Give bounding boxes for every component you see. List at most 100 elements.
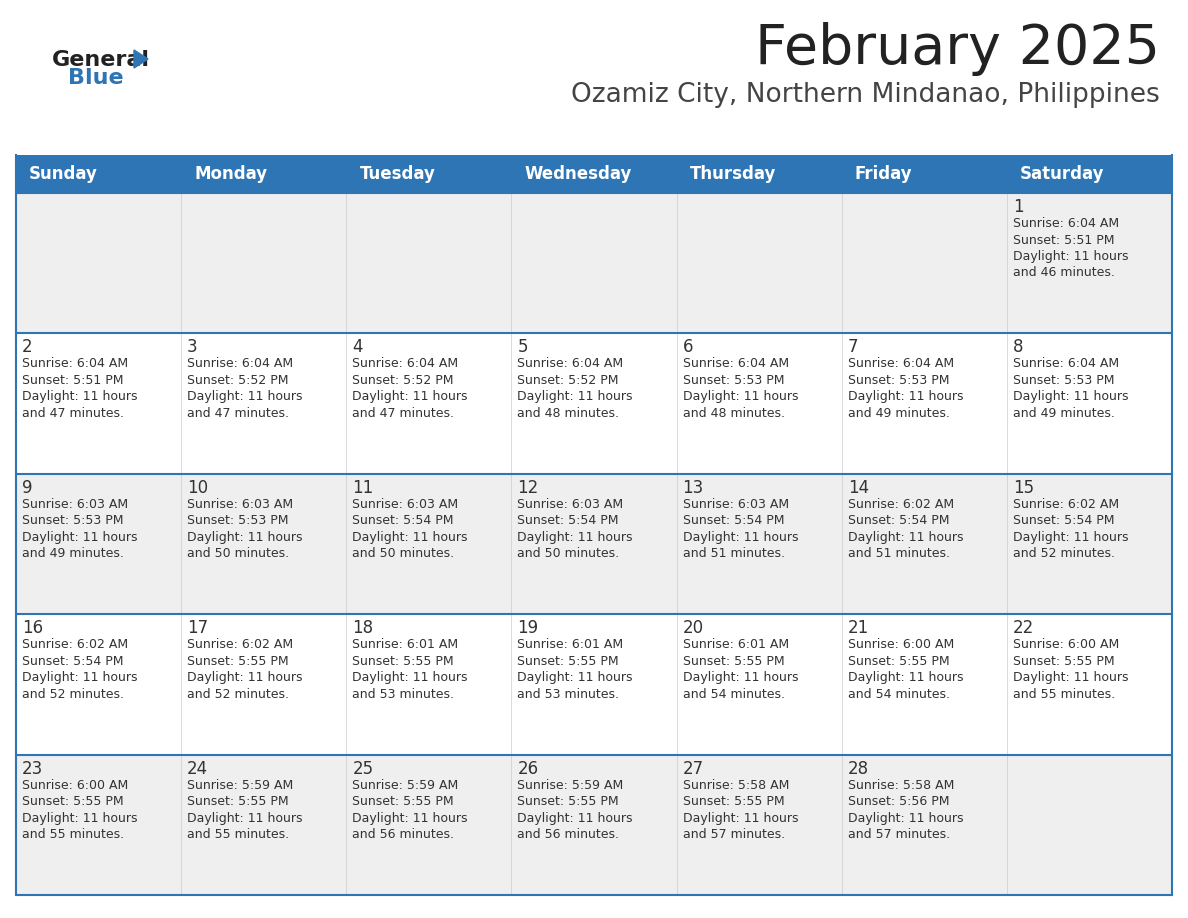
Text: Daylight: 11 hours: Daylight: 11 hours	[683, 531, 798, 543]
Text: Sunrise: 6:04 AM: Sunrise: 6:04 AM	[683, 357, 789, 370]
Text: 26: 26	[518, 759, 538, 778]
Text: and 56 minutes.: and 56 minutes.	[353, 828, 454, 841]
Text: 5: 5	[518, 339, 527, 356]
Text: Sunrise: 6:00 AM: Sunrise: 6:00 AM	[848, 638, 954, 651]
Text: and 47 minutes.: and 47 minutes.	[353, 407, 454, 420]
Text: and 54 minutes.: and 54 minutes.	[848, 688, 949, 700]
Text: Sunrise: 6:02 AM: Sunrise: 6:02 AM	[1013, 498, 1119, 510]
Text: Sunset: 5:54 PM: Sunset: 5:54 PM	[848, 514, 949, 527]
Text: Sunrise: 6:04 AM: Sunrise: 6:04 AM	[848, 357, 954, 370]
Text: Daylight: 11 hours: Daylight: 11 hours	[683, 390, 798, 403]
Text: and 56 minutes.: and 56 minutes.	[518, 828, 619, 841]
Text: Daylight: 11 hours: Daylight: 11 hours	[848, 390, 963, 403]
Text: and 48 minutes.: and 48 minutes.	[518, 407, 619, 420]
Text: Sunrise: 6:03 AM: Sunrise: 6:03 AM	[188, 498, 293, 510]
Bar	[842, 155, 1007, 193]
Text: Sunrise: 6:03 AM: Sunrise: 6:03 AM	[518, 498, 624, 510]
Text: Sunset: 5:54 PM: Sunset: 5:54 PM	[23, 655, 124, 667]
Text: Daylight: 11 hours: Daylight: 11 hours	[353, 671, 468, 684]
Text: and 53 minutes.: and 53 minutes.	[518, 688, 619, 700]
Text: and 57 minutes.: and 57 minutes.	[683, 828, 785, 841]
Text: Sunset: 5:55 PM: Sunset: 5:55 PM	[683, 655, 784, 667]
Text: and 46 minutes.: and 46 minutes.	[1013, 266, 1114, 279]
Text: 7: 7	[848, 339, 858, 356]
Text: Sunset: 5:52 PM: Sunset: 5:52 PM	[353, 374, 454, 386]
Text: Tuesday: Tuesday	[360, 165, 435, 183]
Text: Daylight: 11 hours: Daylight: 11 hours	[188, 531, 303, 543]
Text: and 49 minutes.: and 49 minutes.	[848, 407, 949, 420]
Text: Sunrise: 6:02 AM: Sunrise: 6:02 AM	[23, 638, 128, 651]
Text: Sunset: 5:55 PM: Sunset: 5:55 PM	[848, 655, 949, 667]
Text: 12: 12	[518, 479, 538, 497]
Text: Sunrise: 6:00 AM: Sunrise: 6:00 AM	[23, 778, 128, 791]
Bar	[15, 614, 1173, 755]
Text: Sunset: 5:56 PM: Sunset: 5:56 PM	[848, 795, 949, 808]
Bar	[181, 155, 346, 193]
Text: Sunset: 5:55 PM: Sunset: 5:55 PM	[518, 655, 619, 667]
Text: and 51 minutes.: and 51 minutes.	[683, 547, 784, 560]
Text: Daylight: 11 hours: Daylight: 11 hours	[353, 531, 468, 543]
Text: Sunset: 5:55 PM: Sunset: 5:55 PM	[353, 655, 454, 667]
Text: 13: 13	[683, 479, 703, 497]
Text: 8: 8	[1013, 339, 1023, 356]
Text: 28: 28	[848, 759, 868, 778]
Text: 16: 16	[23, 620, 43, 637]
Bar	[15, 474, 1173, 614]
Text: 1: 1	[1013, 198, 1024, 216]
Text: Sunset: 5:55 PM: Sunset: 5:55 PM	[1013, 655, 1114, 667]
Text: 27: 27	[683, 759, 703, 778]
Text: Daylight: 11 hours: Daylight: 11 hours	[1013, 531, 1129, 543]
Text: and 49 minutes.: and 49 minutes.	[1013, 407, 1114, 420]
Text: Sunset: 5:55 PM: Sunset: 5:55 PM	[188, 795, 289, 808]
Text: Sunrise: 5:58 AM: Sunrise: 5:58 AM	[848, 778, 954, 791]
Bar	[15, 193, 1173, 333]
Text: Daylight: 11 hours: Daylight: 11 hours	[518, 671, 633, 684]
Text: Daylight: 11 hours: Daylight: 11 hours	[23, 531, 138, 543]
Text: Daylight: 11 hours: Daylight: 11 hours	[1013, 671, 1129, 684]
Text: Sunrise: 6:03 AM: Sunrise: 6:03 AM	[353, 498, 459, 510]
Text: Daylight: 11 hours: Daylight: 11 hours	[353, 812, 468, 824]
Text: Wednesday: Wednesday	[525, 165, 632, 183]
Text: Daylight: 11 hours: Daylight: 11 hours	[23, 390, 138, 403]
Text: and 55 minutes.: and 55 minutes.	[188, 828, 289, 841]
Text: Sunset: 5:52 PM: Sunset: 5:52 PM	[518, 374, 619, 386]
Text: Sunrise: 6:03 AM: Sunrise: 6:03 AM	[683, 498, 789, 510]
Text: Sunrise: 5:59 AM: Sunrise: 5:59 AM	[518, 778, 624, 791]
Text: and 53 minutes.: and 53 minutes.	[353, 688, 454, 700]
Text: 20: 20	[683, 620, 703, 637]
Text: Sunset: 5:55 PM: Sunset: 5:55 PM	[188, 655, 289, 667]
Text: and 52 minutes.: and 52 minutes.	[23, 688, 124, 700]
Text: Sunset: 5:53 PM: Sunset: 5:53 PM	[1013, 374, 1114, 386]
Text: and 48 minutes.: and 48 minutes.	[683, 407, 784, 420]
Text: Sunset: 5:51 PM: Sunset: 5:51 PM	[23, 374, 124, 386]
Text: Daylight: 11 hours: Daylight: 11 hours	[188, 671, 303, 684]
Text: Daylight: 11 hours: Daylight: 11 hours	[518, 531, 633, 543]
Text: Sunset: 5:53 PM: Sunset: 5:53 PM	[683, 374, 784, 386]
Text: 10: 10	[188, 479, 208, 497]
Text: Sunrise: 6:04 AM: Sunrise: 6:04 AM	[23, 357, 128, 370]
Text: Sunset: 5:52 PM: Sunset: 5:52 PM	[188, 374, 289, 386]
Text: Sunrise: 6:01 AM: Sunrise: 6:01 AM	[518, 638, 624, 651]
Text: Daylight: 11 hours: Daylight: 11 hours	[188, 390, 303, 403]
Text: 6: 6	[683, 339, 693, 356]
Text: 11: 11	[353, 479, 373, 497]
Text: Daylight: 11 hours: Daylight: 11 hours	[23, 671, 138, 684]
Text: Sunrise: 6:04 AM: Sunrise: 6:04 AM	[188, 357, 293, 370]
Text: 21: 21	[848, 620, 868, 637]
Bar	[15, 755, 1173, 895]
Bar	[15, 155, 181, 193]
Text: Ozamiz City, Northern Mindanao, Philippines: Ozamiz City, Northern Mindanao, Philippi…	[571, 82, 1159, 108]
Text: Sunrise: 6:02 AM: Sunrise: 6:02 AM	[848, 498, 954, 510]
Bar	[15, 333, 1173, 474]
Text: Sunset: 5:55 PM: Sunset: 5:55 PM	[23, 795, 124, 808]
Text: Sunset: 5:55 PM: Sunset: 5:55 PM	[518, 795, 619, 808]
Text: 3: 3	[188, 339, 197, 356]
Text: and 47 minutes.: and 47 minutes.	[188, 407, 289, 420]
Text: and 55 minutes.: and 55 minutes.	[23, 828, 124, 841]
Text: 25: 25	[353, 759, 373, 778]
Text: Sunday: Sunday	[30, 165, 99, 183]
Text: Sunrise: 6:03 AM: Sunrise: 6:03 AM	[23, 498, 128, 510]
Text: Sunset: 5:53 PM: Sunset: 5:53 PM	[848, 374, 949, 386]
Text: and 54 minutes.: and 54 minutes.	[683, 688, 784, 700]
Text: and 52 minutes.: and 52 minutes.	[1013, 547, 1114, 560]
